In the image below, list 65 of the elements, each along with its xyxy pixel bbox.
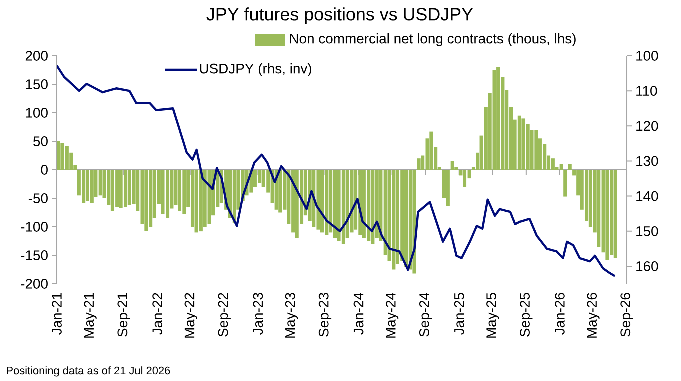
y-tick-label: 50: [34, 136, 48, 146]
bar: [417, 158, 421, 170]
line-series: [57, 64, 616, 278]
x-tick-label: Jan-23: [253, 293, 264, 335]
y-tick-label: 0: [41, 165, 48, 175]
bar: [232, 170, 236, 224]
bar: [450, 161, 454, 170]
y-tick-label: -150: [21, 250, 48, 260]
x-tick-label: Sep-24: [420, 292, 432, 337]
bar: [57, 142, 60, 170]
y2-tick-label: 120: [636, 121, 658, 132]
y-tick-label: 150: [26, 80, 48, 90]
x-tick-label: Sep-26: [620, 293, 634, 337]
bar: [564, 170, 568, 197]
x-tick-label: Sep-23: [318, 293, 332, 337]
bar: [518, 116, 522, 170]
x-tick-label: Jan-24: [354, 292, 364, 335]
bar: [320, 170, 324, 233]
bar: [568, 164, 572, 170]
bar: [208, 170, 212, 224]
text: Positioning data as of 21 Jul 2026: [7, 366, 170, 377]
x-tick-label: May-22: [184, 293, 198, 338]
bar: [606, 170, 610, 260]
y-tick-label: 200: [26, 51, 48, 61]
y-tick-label: -100: [21, 222, 48, 232]
bar: [496, 67, 500, 170]
x-tick-label: May-25: [486, 293, 500, 338]
y2-tick-label: 140: [636, 191, 658, 202]
bar: [404, 170, 408, 267]
x-tick-label: Jan-21: [52, 293, 62, 335]
x-tick-label: Sep-21: [118, 293, 130, 337]
legend-label: Non commercial net long contracts (thous, lhs): [290, 33, 576, 46]
y-tick-label: 100: [26, 108, 48, 118]
x-tick-label: May-24: [386, 292, 399, 338]
y-tick-label: -50: [28, 194, 48, 204]
chart-title: JPY futures positions vs USDJPY: [206, 8, 474, 24]
bar: [90, 170, 94, 204]
bar: [446, 170, 450, 206]
bar: [144, 170, 148, 231]
bar: [342, 170, 346, 244]
x-tick-label: Sep-25: [520, 293, 533, 337]
x-tick-label: Jan-25: [454, 293, 464, 335]
x-tick-label: May-23: [285, 293, 298, 338]
bar: [178, 170, 182, 212]
x-tick-label: Jan-26: [555, 293, 565, 335]
y-tick-label: -200: [21, 279, 48, 289]
x-tick-label: Jan-22: [152, 293, 163, 335]
bar: [551, 158, 555, 170]
bar: [408, 170, 412, 270]
y2-tick-label: 130: [636, 156, 658, 166]
legend-label: USDJPY (rhs, inv): [200, 64, 312, 76]
x-tick-label: Sep-22: [218, 293, 231, 337]
x-tick-label: May-21: [84, 293, 97, 338]
bar: [614, 170, 618, 258]
bar: [492, 70, 496, 170]
bar: [333, 170, 338, 238]
y2-tick-label: 160: [636, 262, 658, 272]
y2-tick-label: 110: [636, 86, 658, 96]
bar: [124, 170, 128, 208]
bar: [371, 170, 375, 244]
bar: [199, 170, 203, 232]
bar: [430, 132, 434, 170]
x-tick-label: May-26: [587, 293, 600, 338]
y2-tick-label: 150: [636, 226, 658, 236]
y2-tick-label: 100: [636, 51, 658, 61]
